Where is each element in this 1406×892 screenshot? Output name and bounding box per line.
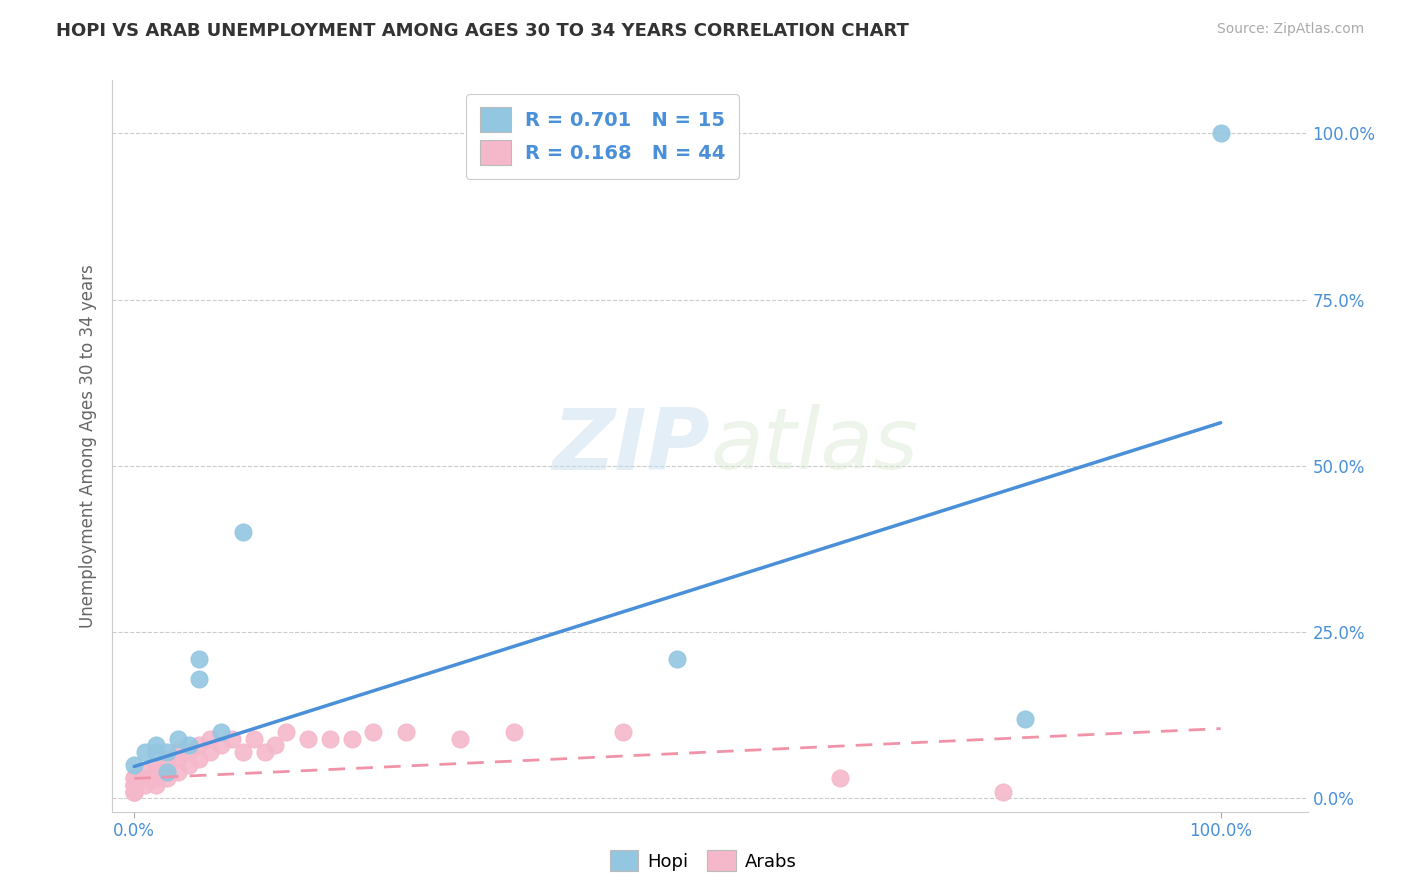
- Point: [134, 745, 156, 759]
- Point: [122, 785, 145, 799]
- Point: [156, 751, 179, 765]
- Point: [319, 731, 342, 746]
- Point: [145, 772, 167, 786]
- Point: [200, 745, 222, 759]
- Point: [188, 652, 211, 666]
- Point: [122, 772, 145, 786]
- Point: [122, 778, 145, 792]
- Point: [166, 745, 188, 759]
- Point: [134, 764, 156, 779]
- Point: [122, 778, 145, 792]
- Point: [666, 652, 689, 666]
- Point: [188, 738, 211, 752]
- Point: [221, 731, 243, 746]
- Point: [177, 738, 200, 752]
- Point: [166, 764, 188, 779]
- Point: [232, 525, 254, 540]
- Point: [166, 751, 188, 765]
- Point: [200, 731, 222, 746]
- Point: [361, 725, 384, 739]
- Point: [188, 672, 211, 686]
- Point: [395, 725, 418, 739]
- Point: [830, 772, 852, 786]
- Legend: Hopi, Arabs: Hopi, Arabs: [602, 843, 804, 879]
- Point: [122, 778, 145, 792]
- Point: [297, 731, 319, 746]
- Point: [1209, 127, 1232, 141]
- Point: [449, 731, 471, 746]
- Y-axis label: Unemployment Among Ages 30 to 34 years: Unemployment Among Ages 30 to 34 years: [79, 264, 97, 628]
- Point: [156, 772, 179, 786]
- Point: [122, 785, 145, 799]
- Point: [122, 758, 145, 772]
- Legend: R = 0.701   N = 15, R = 0.168   N = 44: R = 0.701 N = 15, R = 0.168 N = 44: [467, 94, 738, 178]
- Point: [503, 725, 526, 739]
- Point: [145, 745, 167, 759]
- Point: [993, 785, 1015, 799]
- Point: [156, 764, 179, 779]
- Point: [264, 738, 287, 752]
- Point: [156, 745, 179, 759]
- Point: [209, 738, 232, 752]
- Point: [134, 772, 156, 786]
- Point: [209, 725, 232, 739]
- Point: [242, 731, 264, 746]
- Point: [177, 758, 200, 772]
- Point: [134, 778, 156, 792]
- Point: [122, 772, 145, 786]
- Point: [145, 778, 167, 792]
- Point: [340, 731, 363, 746]
- Point: [612, 725, 634, 739]
- Text: HOPI VS ARAB UNEMPLOYMENT AMONG AGES 30 TO 34 YEARS CORRELATION CHART: HOPI VS ARAB UNEMPLOYMENT AMONG AGES 30 …: [56, 22, 910, 40]
- Point: [122, 785, 145, 799]
- Text: atlas: atlas: [710, 404, 918, 488]
- Text: ZIP: ZIP: [553, 404, 710, 488]
- Point: [156, 764, 179, 779]
- Point: [1014, 712, 1036, 726]
- Point: [145, 738, 167, 752]
- Point: [253, 745, 276, 759]
- Point: [232, 745, 254, 759]
- Point: [145, 764, 167, 779]
- Point: [166, 731, 188, 746]
- Text: Source: ZipAtlas.com: Source: ZipAtlas.com: [1216, 22, 1364, 37]
- Point: [145, 758, 167, 772]
- Point: [188, 751, 211, 765]
- Point: [276, 725, 298, 739]
- Point: [177, 745, 200, 759]
